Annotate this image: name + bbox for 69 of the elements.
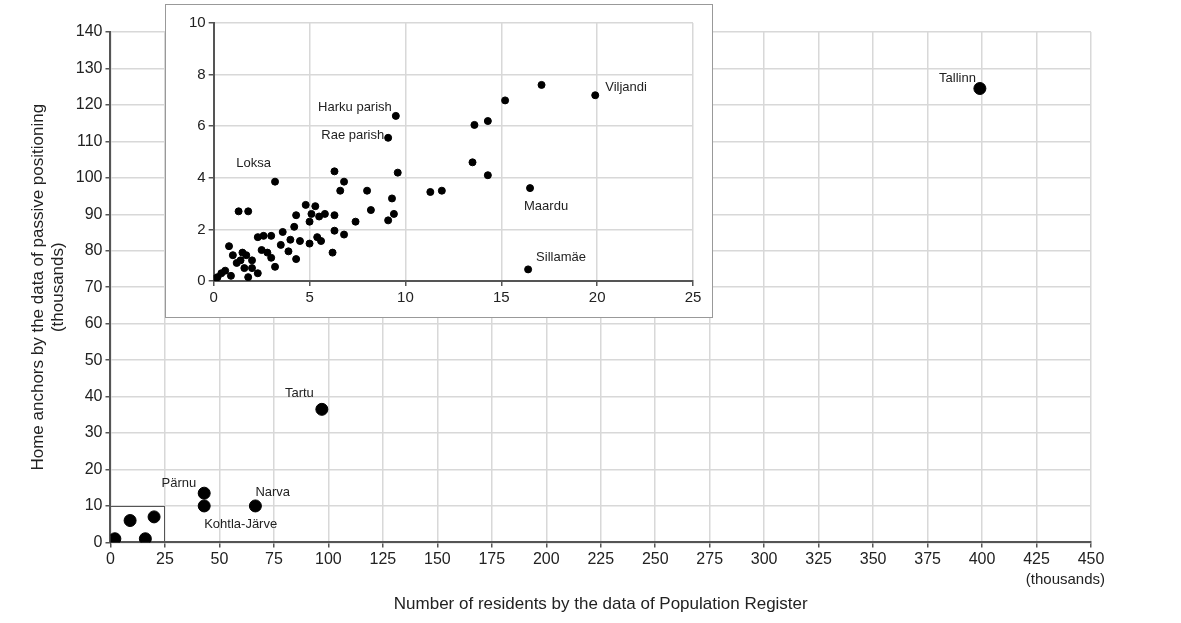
y-tick-label: 4 bbox=[197, 167, 206, 185]
point bbox=[197, 486, 211, 500]
y-tick-label: 2 bbox=[197, 219, 206, 237]
annotation: Viljandi bbox=[605, 78, 648, 94]
x-tick-label: 25 bbox=[684, 288, 702, 306]
y-tick-label: 120 bbox=[75, 95, 103, 113]
point bbox=[197, 499, 211, 513]
y-tick-label: 0 bbox=[93, 532, 103, 550]
y-tick-label: 80 bbox=[84, 241, 103, 259]
x-tick-label: 125 bbox=[369, 550, 397, 568]
y-tick-label: 60 bbox=[84, 314, 103, 332]
annotation: Kohtla-Järve bbox=[204, 515, 278, 531]
y-tick-label: 6 bbox=[197, 116, 206, 134]
x-tick-label: 5 bbox=[305, 288, 314, 306]
x-tick-label: 25 bbox=[156, 550, 174, 568]
point bbox=[315, 402, 329, 416]
x-tick-label: 0 bbox=[209, 288, 218, 306]
x-tick-label: 50 bbox=[210, 550, 229, 568]
y-tick-label: 140 bbox=[75, 22, 103, 40]
point bbox=[147, 510, 161, 524]
point bbox=[973, 82, 987, 96]
x-tick-label: 200 bbox=[532, 550, 560, 568]
y-tick-label: 10 bbox=[84, 496, 103, 514]
point bbox=[110, 532, 122, 543]
x-tick-label: 400 bbox=[968, 550, 996, 568]
annotation: Loksa bbox=[236, 155, 272, 171]
x-tick-label: 20 bbox=[588, 288, 606, 306]
text: (thousands) bbox=[1025, 570, 1105, 588]
x-tick-label: 175 bbox=[478, 550, 506, 568]
annotation: Tartu bbox=[284, 384, 314, 400]
y-tick-label: 10 bbox=[189, 13, 206, 31]
x-tick-label: 300 bbox=[750, 550, 778, 568]
point bbox=[123, 514, 137, 528]
x-tick-label: 15 bbox=[492, 288, 510, 306]
x-tick-label: 350 bbox=[859, 550, 887, 568]
y-tick-label: 40 bbox=[84, 386, 103, 404]
y-tick-label: 20 bbox=[84, 459, 103, 477]
annotation: Maardu bbox=[524, 197, 569, 213]
y-axis-title: Home anchors by the data of passive positioning (thousands) bbox=[27, 103, 68, 471]
annotation: Pärnu bbox=[161, 474, 197, 490]
x-tick-label: 425 bbox=[1023, 550, 1050, 568]
x-axis-title: Number of residents by the data of Population Register bbox=[393, 594, 809, 614]
annotation: Narva bbox=[255, 483, 291, 499]
x-tick-label: 250 bbox=[641, 550, 669, 568]
point bbox=[138, 532, 152, 543]
annotation: Rae parish bbox=[321, 127, 385, 143]
x-tick-label: 225 bbox=[587, 550, 615, 568]
x-tick-label: 450 bbox=[1077, 550, 1105, 568]
x-tick-label: 375 bbox=[914, 550, 942, 568]
y-tick-label: 70 bbox=[84, 277, 103, 295]
annotation: Sillamäe bbox=[536, 248, 586, 264]
y-tick-label: 0 bbox=[197, 271, 206, 289]
y-tick-label: 8 bbox=[197, 64, 206, 82]
y-tick-label: 100 bbox=[75, 168, 103, 186]
x-tick-label: 10 bbox=[397, 288, 414, 306]
annotation: Tallinn bbox=[939, 70, 976, 86]
y-tick-label: 130 bbox=[75, 58, 103, 76]
x-tick-label: 275 bbox=[696, 550, 724, 568]
x-tick-label: 0 bbox=[106, 550, 116, 568]
x-tick-label: 150 bbox=[423, 550, 451, 568]
x-tick-label: 100 bbox=[315, 550, 342, 568]
y-tick-label: 30 bbox=[84, 423, 103, 441]
y-tick-label: 110 bbox=[76, 131, 103, 149]
y-tick-label: 90 bbox=[84, 204, 103, 222]
y-tick-label: 50 bbox=[84, 350, 103, 368]
point bbox=[248, 499, 262, 513]
annotation: Harku parish bbox=[318, 99, 392, 115]
x-tick-label: 75 bbox=[265, 550, 283, 568]
x-tick-label: 325 bbox=[805, 550, 833, 568]
